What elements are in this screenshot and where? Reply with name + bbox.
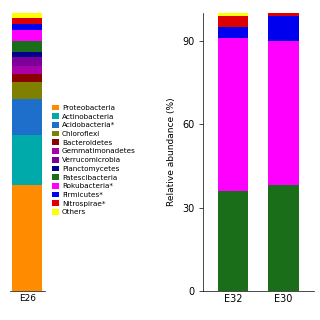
Bar xyxy=(218,27,248,38)
Bar xyxy=(268,185,299,291)
Bar xyxy=(218,191,248,291)
Bar xyxy=(12,29,42,41)
Bar xyxy=(12,74,42,83)
Y-axis label: Relative abundance (%): Relative abundance (%) xyxy=(167,98,176,206)
Bar xyxy=(12,185,42,291)
Bar xyxy=(12,41,42,52)
Bar xyxy=(12,18,42,24)
Bar xyxy=(12,57,42,66)
Bar xyxy=(268,16,299,41)
Bar xyxy=(268,41,299,185)
Bar xyxy=(12,13,42,18)
Bar xyxy=(12,52,42,57)
Bar xyxy=(218,13,248,16)
Bar xyxy=(218,38,248,191)
Bar xyxy=(268,13,299,16)
Bar xyxy=(12,66,42,74)
Bar xyxy=(12,135,42,185)
Bar xyxy=(12,83,42,99)
Bar xyxy=(218,16,248,27)
Bar xyxy=(12,24,42,29)
Legend: Proteobacteria, Actinobacteria, Acidobacteria*, Chloroflexi, Bacteroidetes, Gemm: Proteobacteria, Actinobacteria, Acidobac… xyxy=(50,102,139,218)
Bar xyxy=(12,99,42,135)
